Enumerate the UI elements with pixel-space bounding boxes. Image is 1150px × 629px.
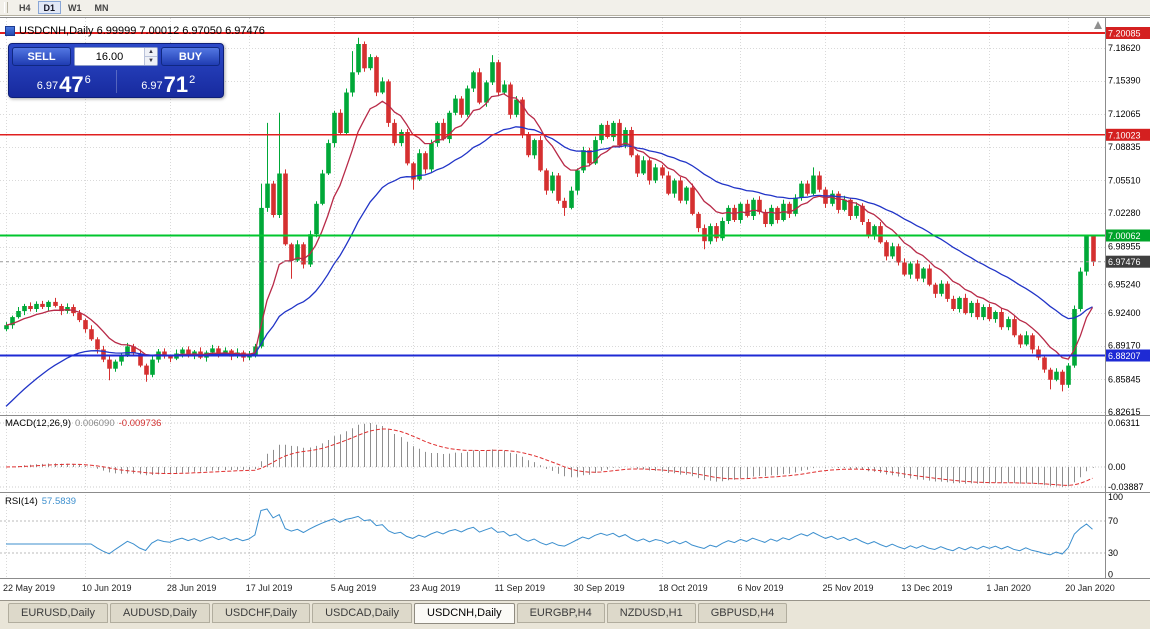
time-axis[interactable]: 22 May 2019 10 Jun 2019 28 Jun 2019 17 Jul … [0,578,1150,600]
macd-main-value: 0.006090 [75,418,115,429]
ask-pipette: 2 [189,74,196,86]
scale-label: 30 [1108,548,1118,558]
macd-name: MACD(12,26,9) [5,418,71,429]
price-marker-7.10023 [1106,128,1150,141]
toolbar-grip [4,2,8,13]
time-axis-label: 1 Jan 2020 [986,583,1031,593]
period-button-mn[interactable]: MN [89,1,115,14]
current-price-marker [1106,255,1150,268]
scale-label: 70 [1108,516,1118,526]
price-marker-7.20085 [1106,27,1150,39]
scale-label: 7.05510 [1108,175,1141,185]
lot-decrease-button[interactable]: ▼ [145,56,157,65]
buy-button[interactable]: BUY [161,47,220,66]
chart-title: USDCNH,Daily 6.99999 7.00012 6.97050 6.9… [19,25,265,37]
quote-divider [115,70,117,93]
scale-label: 7.18620 [1108,43,1141,53]
time-axis-label: 18 Oct 2019 [658,583,708,593]
chart-tab-eurgbp-h4[interactable]: EURGBP,H4 [516,603,605,623]
time-axis-label: 22 May 2019 [3,583,56,593]
chart-tab-nzdusd-h1[interactable]: NZDUSD,H1 [606,603,696,623]
time-axis-label: 20 Jan 2020 [1065,583,1115,593]
chart-tabs-bar: EURUSD,Daily AUDUSD,Daily USDCHF,Daily USDC… [0,600,1150,629]
period-button-w1[interactable]: W1 [62,1,88,14]
scale-label: -0.03887 [1108,482,1144,492]
chart-title-bar: USDCNH,Daily 6.99999 7.00012 6.97050 6.9… [5,25,265,37]
ask-price: 6.97 71 2 [117,66,221,97]
period-button-h4[interactable]: H4 [13,1,37,14]
ask-big-digits: 71 [163,72,189,97]
time-axis-label: 11 Sep 2019 [494,583,546,593]
time-axis-label: 25 Nov 2019 [822,583,874,593]
chart-tab-audusd-daily[interactable]: AUDUSD,Daily [109,603,210,623]
scale-label: 7.02280 [1108,208,1141,218]
macd-signal-value: -0.009736 [118,418,162,429]
time-axis-label: 23 Aug 2019 [409,583,461,593]
macd-signal-line [5,428,1093,486]
macd-label: MACD(12,26,9) 0.006090 -0.009736 [5,418,161,429]
chart-tab-gbpusd-h4[interactable]: GBPUSD,H4 [697,603,788,623]
scale-label: 0 [1108,570,1113,579]
time-axis-label: 13 Dec 2019 [901,583,953,593]
scale-label: 6.88207 [1108,351,1141,361]
bid-big-digits: 47 [59,72,84,97]
time-axis-label: 28 Jun 2019 [166,583,217,593]
chart-window-icon [5,26,15,36]
scale-label: 6.98955 [1108,242,1141,252]
lot-size-field[interactable]: ▲ ▼ [74,47,158,66]
chart-shift-marker-icon[interactable] [1094,21,1102,29]
scale-label: 7.15390 [1108,76,1141,86]
time-axis-label: 10 Jun 2019 [81,583,132,593]
scale-label: 6.85845 [1108,374,1141,384]
scale-label: 0.00 [1108,462,1126,472]
chart-tab-usdcad-daily[interactable]: USDCAD,Daily [312,603,413,623]
macd-histogram [12,423,1094,487]
chart-canvas[interactable]: 7.18620 7.15390 7.12065 7.08835 7.05510 7.022… [0,16,1150,578]
ask-prefix: 6.97 [141,80,163,92]
bid-prefix: 6.97 [36,80,59,92]
lot-spinner: ▲ ▼ [144,48,157,65]
grid [0,18,1105,577]
chart-tab-usdchf-daily[interactable]: USDCHF,Daily [211,603,311,623]
time-axis-label: 6 Nov 2019 [737,583,784,593]
price-scale[interactable]: 7.18620 7.15390 7.12065 7.08835 7.05510 7.022… [1106,27,1150,578]
rsi-label: RSI(14) 57.5839 [5,496,76,507]
rsi-name: RSI(14) [5,496,38,507]
rsi-value: 57.5839 [41,496,77,507]
lot-increase-button[interactable]: ▲ [148,49,154,55]
scale-label: 0.06311 [1108,418,1140,428]
scale-label: 7.10023 [1108,130,1141,140]
bid-pipette: 6 [84,74,91,86]
scale-label: 7.20085 [1108,29,1141,39]
ma-fast-line [5,93,1094,360]
scale-label: 6.89170 [1108,341,1141,351]
bid-price: 6.97 47 6 [12,66,116,97]
chart-tab-eurusd-daily[interactable]: EURUSD,Daily [8,603,108,623]
lot-size-input[interactable] [75,48,144,65]
sell-button[interactable]: SELL [12,47,71,66]
candles [4,37,1096,392]
scale-label: 100 [1108,492,1123,502]
scale-label: 6.95240 [1108,279,1141,289]
scale-label: 7.00062 [1108,231,1141,241]
rsi-line [6,508,1093,556]
chart-tab-usdcnh-daily[interactable]: USDCNH,Daily [414,603,515,624]
scale-label: 6.97476 [1108,257,1141,267]
time-axis-label: 5 Aug 2019 [330,583,377,593]
period-toolbar: H4 D1 W1 MN [0,0,1150,16]
scale-label: 6.82615 [1108,407,1141,417]
scale-label: 6.92400 [1108,308,1141,318]
price-marker-6.88207 [1106,349,1150,362]
time-axis-label: 17 Jul 2019 [245,583,293,593]
price-marker-7.00062 [1106,229,1150,242]
time-axis-label: 30 Sep 2019 [573,583,625,593]
scale-label: 7.08835 [1108,142,1141,152]
scale-label: 7.12065 [1108,109,1141,119]
chart-window[interactable]: 7.18620 7.15390 7.12065 7.08835 7.05510 7.022… [0,16,1150,600]
period-button-d1[interactable]: D1 [37,1,62,14]
